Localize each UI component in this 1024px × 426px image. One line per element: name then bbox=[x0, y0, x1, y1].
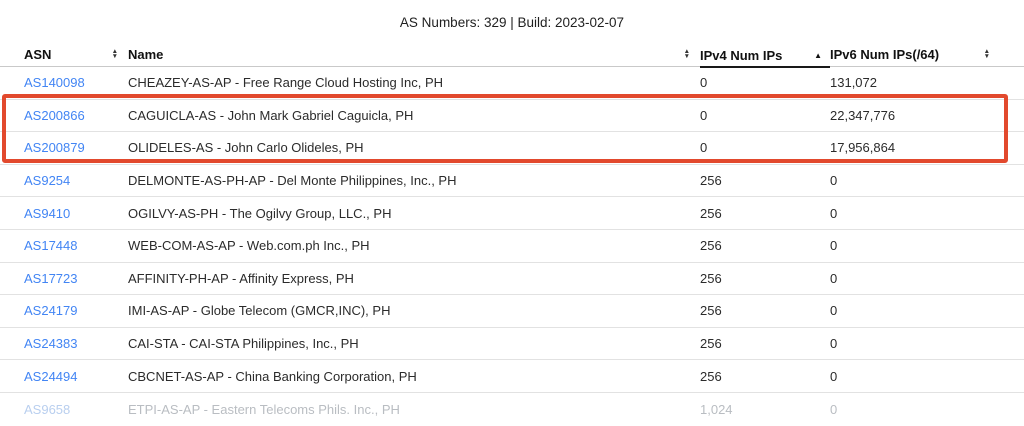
sort-ascending-icon[interactable]: ▲ bbox=[814, 50, 822, 60]
table-row: AS140098 CHEAZEY-AS-AP - Free Range Clou… bbox=[0, 67, 1024, 100]
page-title: AS Numbers: 329 | Build: 2023-02-07 bbox=[399, 15, 625, 30]
asn-link[interactable]: AS24494 bbox=[24, 368, 78, 384]
asn-link[interactable]: AS24383 bbox=[24, 336, 78, 352]
ipv6-num-ips: 0 bbox=[830, 270, 838, 286]
ipv4-num-ips: 0 bbox=[700, 107, 708, 123]
ipv4-num-ips: 0 bbox=[700, 140, 708, 156]
table-row: AS9410 OGILVY-AS-PH - The Ogilvy Group, … bbox=[0, 197, 1024, 230]
asn-link[interactable]: AS200866 bbox=[24, 107, 85, 123]
as-numbers-table: ASN ▲ ▼ Name ▲ ▼ IPv4 Num IPs ▲ IPv6 Num I… bbox=[0, 42, 1024, 426]
asn-link[interactable]: AS140098 bbox=[24, 75, 85, 91]
as-name: CAI-STA - CAI-STA Philippines, Inc., PH bbox=[128, 336, 359, 352]
ipv4-num-ips: 256 bbox=[700, 238, 722, 254]
as-name: OLIDELES-AS - John Carlo Olideles, PH bbox=[128, 140, 364, 156]
asn-link[interactable]: AS17448 bbox=[24, 238, 78, 254]
ipv4-num-ips: 256 bbox=[700, 336, 722, 352]
as-name: AFFINITY-PH-AP - Affinity Express, PH bbox=[128, 270, 354, 286]
as-name: OGILVY-AS-PH - The Ogilvy Group, LLC., P… bbox=[128, 205, 392, 221]
table-body: AS140098 CHEAZEY-AS-AP - Free Range Clou… bbox=[0, 67, 1024, 426]
as-name: IMI-AS-AP - Globe Telecom (GMCR,INC), PH bbox=[128, 303, 391, 319]
sort-both-icon[interactable]: ▲ ▼ bbox=[683, 48, 690, 60]
ipv6-num-ips: 131,072 bbox=[830, 75, 877, 91]
as-name: WEB-COM-AS-AP - Web.com.ph Inc., PH bbox=[128, 238, 370, 254]
table-header: ASN ▲ ▼ Name ▲ ▼ IPv4 Num IPs ▲ IPv6 Num I… bbox=[0, 42, 1024, 68]
ipv6-num-ips: 0 bbox=[830, 336, 838, 352]
ipv6-num-ips: 17,956,864 bbox=[830, 140, 896, 156]
ipv4-num-ips: 256 bbox=[700, 303, 722, 319]
ipv4-num-ips: 1,024 bbox=[700, 401, 733, 417]
ipv6-num-ips: 0 bbox=[830, 368, 838, 384]
asn-link[interactable]: AS200879 bbox=[24, 140, 85, 156]
column-header-name[interactable]: Name ▲ ▼ bbox=[128, 42, 700, 66]
ipv6-num-ips: 0 bbox=[830, 303, 838, 319]
ipv6-num-ips: 0 bbox=[830, 401, 838, 417]
ipv4-num-ips: 0 bbox=[700, 75, 708, 91]
sort-both-icon[interactable]: ▲ ▼ bbox=[111, 48, 118, 60]
ipv4-num-ips: 256 bbox=[700, 368, 722, 384]
as-name: CAGUICLA-AS - John Mark Gabriel Caguicla… bbox=[128, 107, 414, 123]
ipv6-num-ips: 22,347,776 bbox=[830, 107, 896, 123]
table-row: AS24179 IMI-AS-AP - Globe Telecom (GMCR,… bbox=[0, 295, 1024, 328]
asn-link[interactable]: AS9254 bbox=[24, 173, 71, 189]
table-row: AS200866 CAGUICLA-AS - John Mark Gabriel… bbox=[0, 100, 1024, 133]
as-name: CHEAZEY-AS-AP - Free Range Cloud Hosting… bbox=[128, 75, 444, 91]
asn-link[interactable]: AS24179 bbox=[24, 303, 78, 319]
ipv6-num-ips: 0 bbox=[830, 173, 838, 189]
table-row: AS200879 OLIDELES-AS - John Carlo Olidel… bbox=[0, 132, 1024, 165]
ipv4-num-ips: 256 bbox=[700, 270, 722, 286]
column-header-asn-label: ASN bbox=[24, 46, 52, 62]
table-row: AS24383 CAI-STA - CAI-STA Philippines, I… bbox=[0, 328, 1024, 361]
column-header-ipv4[interactable]: IPv4 Num IPs ▲ bbox=[700, 42, 830, 68]
asn-link[interactable]: AS9410 bbox=[24, 205, 71, 221]
table-row: AS17448 WEB-COM-AS-AP - Web.com.ph Inc.,… bbox=[0, 230, 1024, 263]
ipv6-num-ips: 0 bbox=[830, 205, 838, 221]
sort-both-icon[interactable]: ▲ ▼ bbox=[983, 48, 990, 60]
table-row: AS9658 ETPI-AS-AP - Eastern Telecoms Phi… bbox=[0, 393, 1024, 426]
as-name: CBCNET-AS-AP - China Banking Corporation… bbox=[128, 368, 417, 384]
asn-link[interactable]: AS9658 bbox=[24, 401, 71, 417]
column-header-asn[interactable]: ASN ▲ ▼ bbox=[24, 42, 128, 66]
column-header-ipv6[interactable]: IPv6 Num IPs(/64) ▲ ▼ bbox=[830, 42, 1000, 66]
table-row: AS24494 CBCNET-AS-AP - China Banking Cor… bbox=[0, 360, 1024, 393]
as-name: DELMONTE-AS-PH-AP - Del Monte Philippine… bbox=[128, 173, 457, 189]
column-header-name-label: Name bbox=[128, 46, 164, 62]
as-name: ETPI-AS-AP - Eastern Telecoms Phils. Inc… bbox=[128, 401, 400, 417]
table-row: AS9254 DELMONTE-AS-PH-AP - Del Monte Phi… bbox=[0, 165, 1024, 198]
asn-link[interactable]: AS17723 bbox=[24, 270, 78, 286]
column-header-ipv4-label: IPv4 Num IPs bbox=[700, 48, 783, 63]
ipv4-num-ips: 256 bbox=[700, 205, 722, 221]
column-header-ipv6-label: IPv6 Num IPs(/64) bbox=[830, 46, 940, 62]
ipv4-num-ips: 256 bbox=[700, 173, 722, 189]
ipv6-num-ips: 0 bbox=[830, 238, 838, 254]
table-row: AS17723 AFFINITY-PH-AP - Affinity Expres… bbox=[0, 263, 1024, 296]
